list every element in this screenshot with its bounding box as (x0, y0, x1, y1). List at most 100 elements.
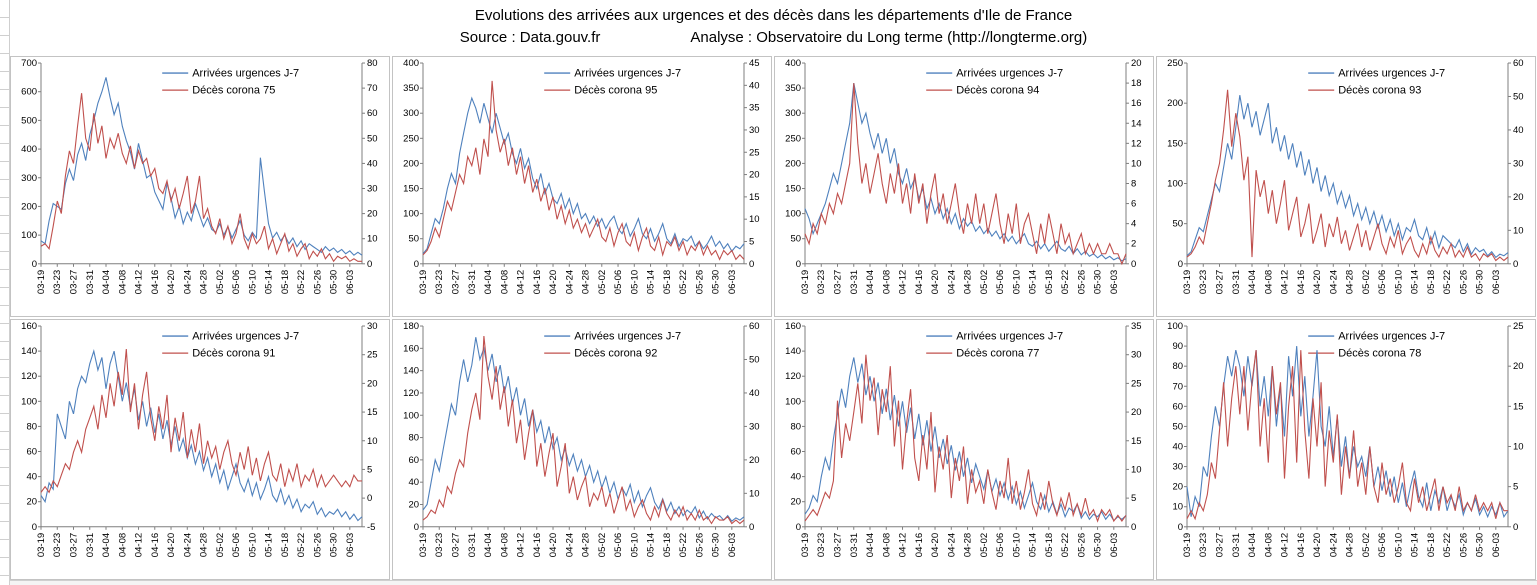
svg-text:20: 20 (749, 455, 760, 466)
svg-text:05-10: 05-10 (1393, 270, 1404, 294)
y-axis-right: 0 10 20 30 40 50 60 (744, 321, 760, 533)
svg-text:10: 10 (749, 488, 760, 499)
svg-text:05-02: 05-02 (1361, 533, 1372, 557)
series-deces-line (40, 348, 362, 494)
svg-text:15: 15 (367, 407, 378, 418)
svg-text:0: 0 (1513, 259, 1518, 270)
svg-text:06-03: 06-03 (1109, 270, 1120, 294)
svg-text:600: 600 (21, 87, 37, 98)
svg-text:05-14: 05-14 (646, 533, 657, 557)
chart-svg-92: 0 20 40 60 80 100 120 140 160 180 0 10 20 30 40 50 60 03-… (403, 321, 760, 557)
svg-text:04-08: 04-08 (499, 533, 510, 557)
svg-text:05-02: 05-02 (597, 270, 608, 294)
svg-text:03-31: 03-31 (849, 533, 860, 557)
svg-text:05-18: 05-18 (1044, 533, 1055, 557)
svg-text:05-10: 05-10 (247, 533, 258, 557)
legend-label-deces: Décès corona 75 (192, 85, 275, 97)
svg-text:160: 160 (21, 321, 37, 332)
svg-text:03-31: 03-31 (1231, 533, 1242, 557)
svg-text:04-28: 04-28 (581, 270, 592, 294)
svg-text:04-04: 04-04 (865, 270, 876, 294)
svg-text:05-22: 05-22 (678, 533, 689, 557)
series-urgences-line (40, 77, 363, 256)
svg-text:06-03: 06-03 (345, 270, 356, 294)
svg-text:04-12: 04-12 (1280, 270, 1291, 294)
svg-text:04-28: 04-28 (963, 270, 974, 294)
svg-text:04-28: 04-28 (581, 533, 592, 557)
svg-text:10: 10 (1513, 441, 1524, 452)
svg-text:05-10: 05-10 (629, 533, 640, 557)
svg-text:04-16: 04-16 (1296, 533, 1307, 557)
svg-text:0: 0 (1131, 522, 1136, 533)
svg-text:0: 0 (796, 259, 801, 270)
svg-text:05-26: 05-26 (694, 270, 705, 294)
y-axis-right: 0 5 10 15 20 25 30 35 (1126, 321, 1142, 533)
report-header: Evolutions des arrivées aux urgences et … (10, 0, 1537, 54)
svg-text:06-03: 06-03 (345, 533, 356, 557)
x-axis: 03-19 03-23 03-27 03-31 04-04 04-08 04-12 04-16… (36, 526, 356, 557)
series-urgences-line (422, 337, 745, 522)
chart-panel-91: 0 20 40 60 80 100 120 140 160 -5 0 5 10 15 20 25 30 03-19… (10, 319, 390, 580)
svg-text:03-19: 03-19 (418, 533, 429, 557)
chart-legend: Arrivées urgences J-7 Décès corona 91 (162, 331, 299, 360)
svg-text:03-23: 03-23 (52, 533, 63, 557)
svg-text:03-27: 03-27 (833, 270, 844, 294)
svg-text:0: 0 (414, 259, 419, 270)
svg-text:60: 60 (408, 455, 419, 466)
legend-label-urgences: Arrivées urgences J-7 (956, 331, 1063, 343)
svg-text:04-08: 04-08 (1263, 533, 1274, 557)
svg-text:04-08: 04-08 (117, 270, 128, 294)
svg-text:15: 15 (749, 192, 760, 203)
svg-text:150: 150 (403, 184, 419, 195)
svg-text:10: 10 (1131, 464, 1142, 475)
svg-text:04-20: 04-20 (166, 533, 177, 557)
x-axis: 03-19 03-23 03-27 03-31 04-04 04-08 04-12 04-16… (418, 526, 738, 557)
svg-text:200: 200 (21, 201, 37, 212)
y-axis-left: 0 100 200 300 400 500 600 700 (21, 58, 41, 270)
svg-text:05-10: 05-10 (1393, 533, 1404, 557)
svg-text:25: 25 (749, 147, 760, 158)
svg-text:04-12: 04-12 (134, 533, 145, 557)
svg-text:04-24: 04-24 (564, 533, 575, 557)
svg-text:05-30: 05-30 (711, 533, 722, 557)
charts-grid: 0 100 200 300 400 500 600 700 0 10 20 30 40 50 60 70 80 0… (10, 56, 1536, 580)
svg-text:05-02: 05-02 (979, 533, 990, 557)
svg-text:0: 0 (1178, 522, 1183, 533)
y-axis-right: 0 5 10 15 20 25 (1508, 321, 1524, 533)
svg-text:04-16: 04-16 (914, 533, 925, 557)
chart-svg-94: 0 50 100 150 200 250 300 350 400 0 2 4 6 8 10 12 14 16 18 2… (785, 58, 1142, 294)
svg-text:05-30: 05-30 (1093, 533, 1104, 557)
svg-text:05-14: 05-14 (264, 270, 275, 294)
svg-text:20: 20 (790, 497, 801, 508)
svg-text:04-28: 04-28 (1345, 270, 1356, 294)
svg-text:60: 60 (26, 447, 37, 458)
svg-text:06-03: 06-03 (1491, 270, 1502, 294)
y-axis-right: 0 10 20 30 40 50 60 70 80 (362, 58, 378, 270)
svg-text:10: 10 (1172, 502, 1183, 513)
svg-text:05-26: 05-26 (1076, 533, 1087, 557)
svg-text:05-06: 05-06 (231, 270, 242, 294)
series-urgences-line (804, 82, 1127, 262)
svg-text:50: 50 (1172, 421, 1183, 432)
svg-text:05-18: 05-18 (1426, 533, 1437, 557)
svg-text:20: 20 (408, 499, 419, 510)
svg-text:6: 6 (1131, 199, 1136, 210)
report-title: Evolutions des arrivées aux urgences et … (474, 7, 1073, 24)
svg-text:05-14: 05-14 (1410, 533, 1421, 557)
legend-label-urgences: Arrivées urgences J-7 (956, 68, 1063, 80)
svg-text:16: 16 (1131, 98, 1142, 109)
svg-text:03-19: 03-19 (36, 533, 47, 557)
svg-text:15: 15 (1513, 401, 1524, 412)
svg-text:35: 35 (1131, 321, 1142, 332)
svg-text:03-27: 03-27 (1215, 270, 1226, 294)
svg-text:14: 14 (1131, 118, 1142, 129)
svg-text:35: 35 (749, 103, 760, 114)
svg-text:05-14: 05-14 (1028, 533, 1039, 557)
svg-text:04-20: 04-20 (930, 533, 941, 557)
svg-text:0: 0 (367, 259, 372, 270)
svg-text:5: 5 (1131, 493, 1136, 504)
y-axis-right: -5 0 5 10 15 20 25 30 (362, 321, 378, 533)
svg-text:03-27: 03-27 (1215, 533, 1226, 557)
svg-text:05-10: 05-10 (629, 270, 640, 294)
